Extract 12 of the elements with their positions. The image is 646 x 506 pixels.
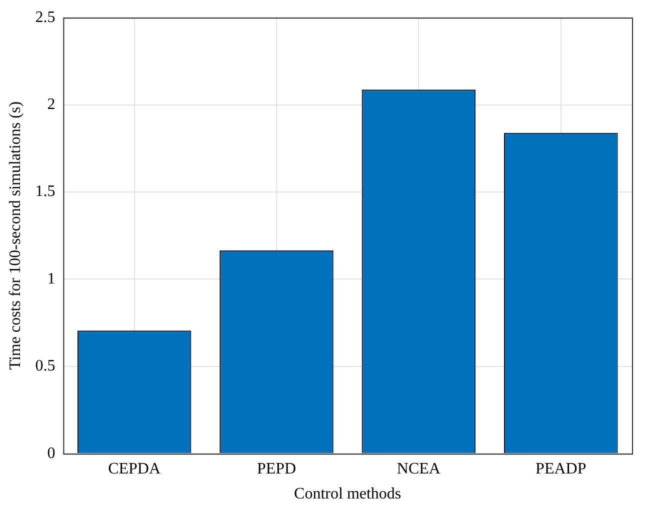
x-axis-title: Control methods: [294, 486, 402, 503]
y-tick-label: 0.5: [35, 358, 56, 375]
x-tick-label: PEPD: [256, 460, 296, 478]
y-tick-label: 0: [47, 444, 56, 462]
x-tick-label: CEPDA: [108, 460, 161, 478]
y-tick-label: 2: [47, 96, 56, 114]
y-tick-label: 1: [47, 270, 56, 288]
x-tick-label: NCEA: [396, 460, 441, 478]
x-tick-label: PEADP: [536, 460, 586, 478]
y-tick-label: 2.5: [35, 8, 56, 26]
y-tick-label: 1.5: [35, 183, 56, 200]
y-axis-title: Time costs for 100-second simulations (s): [6, 101, 24, 370]
